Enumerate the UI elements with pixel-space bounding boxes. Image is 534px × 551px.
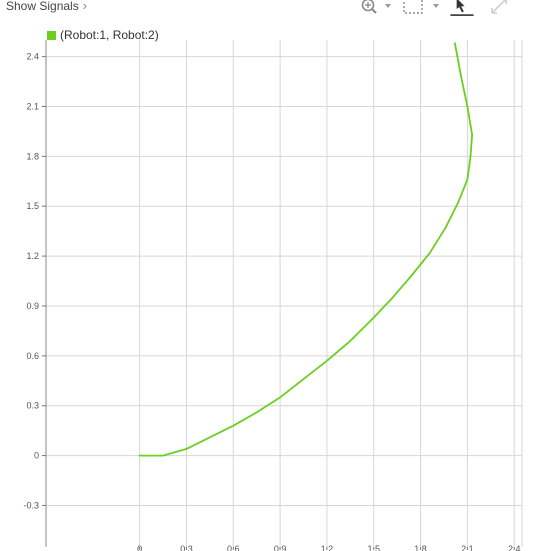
y-tick-label: 0.9: [26, 301, 39, 311]
y-tick-label: 0.3: [26, 401, 39, 411]
show-signals-label: Show Signals: [6, 0, 79, 13]
y-tick-label: 1.5: [26, 201, 39, 211]
x-tick-label: 0.9: [274, 544, 287, 551]
chevron-down-icon: [433, 4, 439, 8]
zoom-in-icon[interactable]: [360, 0, 394, 16]
plot-toolbar: Show Signals ›: [0, 0, 534, 18]
legend-swatch: [47, 30, 56, 40]
plot-frame: [45, 40, 523, 547]
plot-grid: [46, 40, 522, 547]
x-tick-label: 0.3: [180, 544, 193, 551]
show-signals-button[interactable]: Show Signals ›: [6, 0, 87, 13]
legend-label: (Robot:1, Robot:2): [60, 28, 159, 42]
x-tick-label: 2.4: [508, 544, 521, 551]
x-tick-label: 0: [137, 544, 142, 551]
series-line: [138, 42, 474, 457]
expand-icon[interactable]: [488, 0, 512, 16]
plot-legend: (Robot:1, Robot:2): [47, 28, 159, 42]
y-tick-label: 0: [34, 451, 39, 461]
y-axis-ticks: 2.4 2.1 1.8 1.5 1.2 0.9 0.6 0.3 0 -0.3: [23, 52, 46, 510]
x-axis-ticks: 0 0.3 0.6 0.9 1.2 1.5 1.8 2.1 2.4: [137, 544, 520, 551]
x-tick-label: 2.1: [461, 544, 474, 551]
fit-to-view-icon[interactable]: [402, 0, 442, 16]
y-tick-label: 2.1: [26, 101, 39, 111]
y-tick-label: -0.3: [23, 500, 39, 510]
select-cursor-icon[interactable]: [448, 0, 476, 16]
x-tick-label: 1.8: [414, 544, 427, 551]
y-tick-label: 2.4: [26, 52, 39, 62]
chevron-down-icon: [385, 4, 391, 8]
y-tick-label: 0.6: [26, 351, 39, 361]
plot-series: [138, 42, 474, 457]
x-tick-label: 1.2: [321, 544, 334, 551]
y-tick-label: 1.2: [26, 251, 39, 261]
x-tick-label: 0.6: [227, 544, 240, 551]
chevron-right-icon: ›: [82, 0, 88, 13]
y-tick-label: 1.8: [26, 151, 39, 161]
x-tick-label: 1.5: [367, 544, 380, 551]
